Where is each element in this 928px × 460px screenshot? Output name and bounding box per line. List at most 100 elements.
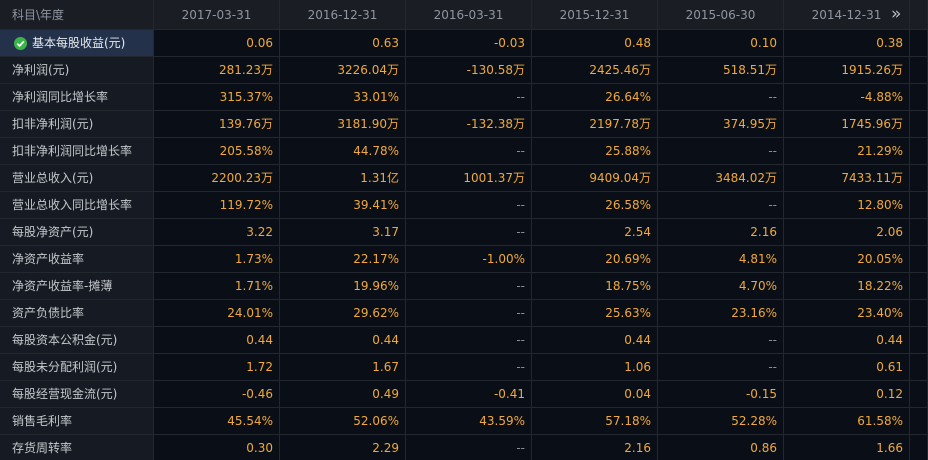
cell-value: -- <box>658 84 784 111</box>
row-filler <box>910 165 928 192</box>
cell-value: 0.49 <box>280 381 406 408</box>
row-label[interactable]: 每股未分配利润(元) <box>0 354 154 381</box>
cell-value: -- <box>406 192 532 219</box>
row-filler <box>910 192 928 219</box>
column-header[interactable]: 2016-03-31 <box>406 0 532 30</box>
row-filler <box>910 381 928 408</box>
row-label[interactable]: 销售毛利率 <box>0 408 154 435</box>
cell-value: 18.22% <box>784 273 910 300</box>
row-filler <box>910 57 928 84</box>
cell-value: 20.69% <box>532 246 658 273</box>
cell-value: 3226.04万 <box>280 57 406 84</box>
cell-value: 21.29% <box>784 138 910 165</box>
cell-value: 0.44 <box>784 327 910 354</box>
cell-value: -132.38万 <box>406 111 532 138</box>
cell-value: 0.44 <box>154 327 280 354</box>
column-header[interactable]: 2015-06-30 <box>658 0 784 30</box>
header-filler <box>910 0 928 30</box>
cell-value: 1.67 <box>280 354 406 381</box>
cell-value: -- <box>406 327 532 354</box>
cell-value: 20.05% <box>784 246 910 273</box>
row-filler <box>910 327 928 354</box>
cell-value: 45.54% <box>154 408 280 435</box>
cell-value: 43.59% <box>406 408 532 435</box>
cell-value: 3484.02万 <box>658 165 784 192</box>
column-header[interactable]: 2015-12-31 <box>532 0 658 30</box>
cell-value: -- <box>406 138 532 165</box>
cell-value: -- <box>406 219 532 246</box>
cell-value: 0.63 <box>280 30 406 57</box>
cell-value: 44.78% <box>280 138 406 165</box>
cell-value: 0.30 <box>154 435 280 460</box>
row-filler <box>910 408 928 435</box>
row-label[interactable]: 扣非净利润(元) <box>0 111 154 138</box>
column-header[interactable]: 2016-12-31 <box>280 0 406 30</box>
cell-value: 1.72 <box>154 354 280 381</box>
cell-value: 2200.23万 <box>154 165 280 192</box>
row-filler <box>910 435 928 460</box>
row-filler <box>910 354 928 381</box>
cell-value: 7433.11万 <box>784 165 910 192</box>
cell-value: 0.12 <box>784 381 910 408</box>
cell-value: 3181.90万 <box>280 111 406 138</box>
cell-value: 57.18% <box>532 408 658 435</box>
cell-value: -- <box>658 327 784 354</box>
more-button[interactable]: » <box>891 4 902 24</box>
cell-value: 3.22 <box>154 219 280 246</box>
row-label[interactable]: 营业总收入同比增长率 <box>0 192 154 219</box>
cell-value: 0.48 <box>532 30 658 57</box>
row-label[interactable]: 扣非净利润同比增长率 <box>0 138 154 165</box>
cell-value: 139.76万 <box>154 111 280 138</box>
row-label[interactable]: 基本每股收益(元) <box>0 30 154 57</box>
cell-value: 205.58% <box>154 138 280 165</box>
cell-value: 4.81% <box>658 246 784 273</box>
cell-value: 18.75% <box>532 273 658 300</box>
row-filler <box>910 300 928 327</box>
cell-value: 0.86 <box>658 435 784 460</box>
cell-value: -0.15 <box>658 381 784 408</box>
cell-value: -- <box>658 138 784 165</box>
cell-value: 0.61 <box>784 354 910 381</box>
row-label[interactable]: 净利润(元) <box>0 57 154 84</box>
cell-value: 0.44 <box>532 327 658 354</box>
cell-value: 39.41% <box>280 192 406 219</box>
cell-value: 22.17% <box>280 246 406 273</box>
cell-value: 1915.26万 <box>784 57 910 84</box>
row-label[interactable]: 营业总收入(元) <box>0 165 154 192</box>
cell-value: 2.06 <box>784 219 910 246</box>
cell-value: 0.44 <box>280 327 406 354</box>
row-label[interactable]: 每股净资产(元) <box>0 219 154 246</box>
row-label[interactable]: 净资产收益率 <box>0 246 154 273</box>
cell-value: 281.23万 <box>154 57 280 84</box>
cell-value: 23.16% <box>658 300 784 327</box>
row-label[interactable]: 每股经营现金流(元) <box>0 381 154 408</box>
cell-value: 23.40% <box>784 300 910 327</box>
cell-value: 0.10 <box>658 30 784 57</box>
cell-value: -0.46 <box>154 381 280 408</box>
cell-value: -- <box>406 273 532 300</box>
cell-value: 2.29 <box>280 435 406 460</box>
cell-value: -0.03 <box>406 30 532 57</box>
cell-value: 25.63% <box>532 300 658 327</box>
cell-value: 0.06 <box>154 30 280 57</box>
row-label[interactable]: 净资产收益率-摊薄 <box>0 273 154 300</box>
cell-value: -- <box>658 192 784 219</box>
column-header[interactable]: 2014-12-31 <box>784 0 910 30</box>
column-header[interactable]: 2017-03-31 <box>154 0 280 30</box>
cell-value: 2.54 <box>532 219 658 246</box>
corner-header: 科目\年度 <box>0 0 154 30</box>
row-label[interactable]: 每股资本公积金(元) <box>0 327 154 354</box>
check-icon <box>14 37 27 50</box>
row-label[interactable]: 存货周转率 <box>0 435 154 460</box>
cell-value: -0.41 <box>406 381 532 408</box>
row-label[interactable]: 资产负债比率 <box>0 300 154 327</box>
cell-value: 1.66 <box>784 435 910 460</box>
cell-value: 1.06 <box>532 354 658 381</box>
cell-value: 1001.37万 <box>406 165 532 192</box>
row-filler <box>910 273 928 300</box>
cell-value: 19.96% <box>280 273 406 300</box>
cell-value: 2.16 <box>532 435 658 460</box>
row-label[interactable]: 净利润同比增长率 <box>0 84 154 111</box>
cell-value: 0.38 <box>784 30 910 57</box>
